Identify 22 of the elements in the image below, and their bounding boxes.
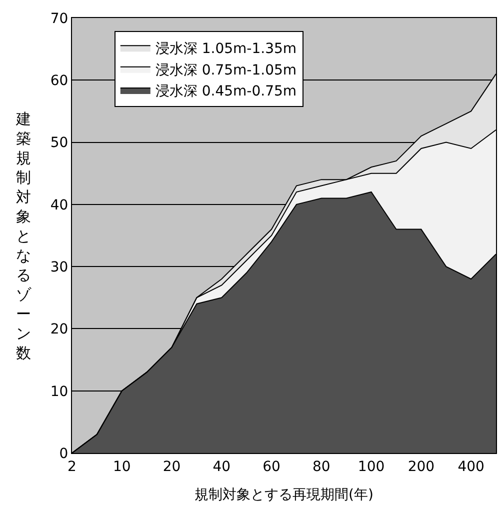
x-tick-label: 20 <box>162 458 181 475</box>
x-tick-label: 2 <box>68 458 76 475</box>
legend-label: 浸水深 0.45m-0.75m <box>155 84 297 100</box>
x-tick-label: 200 <box>408 458 435 475</box>
text: 建築規制対象となるゾーン数 <box>16 110 31 362</box>
y-tick-label: 70 <box>50 10 68 27</box>
y-tick-label: 30 <box>50 259 68 276</box>
x-tick-label: 40 <box>212 458 231 475</box>
y-tick-label: 60 <box>50 73 68 90</box>
y-tick-label: 10 <box>50 384 68 400</box>
x-tick-label: 80 <box>312 458 330 475</box>
y-tick-label: 20 <box>50 322 68 338</box>
x-tick-label: 400 <box>458 458 484 475</box>
x-tick-label: 100 <box>358 458 385 475</box>
y-tick-label: 40 <box>50 197 68 214</box>
y-tick-label: 0 <box>59 446 68 462</box>
x-tick-label: 60 <box>262 458 280 475</box>
x-tick-label: 10 <box>112 458 131 475</box>
x-axis-title: 規制対象とする再現期間(年) <box>194 487 374 504</box>
y-tick-label: 50 <box>50 135 68 152</box>
legend-label: 浸水深 1.05m-1.35m <box>155 41 297 58</box>
legend-label: 浸水深 0.75m-1.05m <box>155 62 297 78</box>
